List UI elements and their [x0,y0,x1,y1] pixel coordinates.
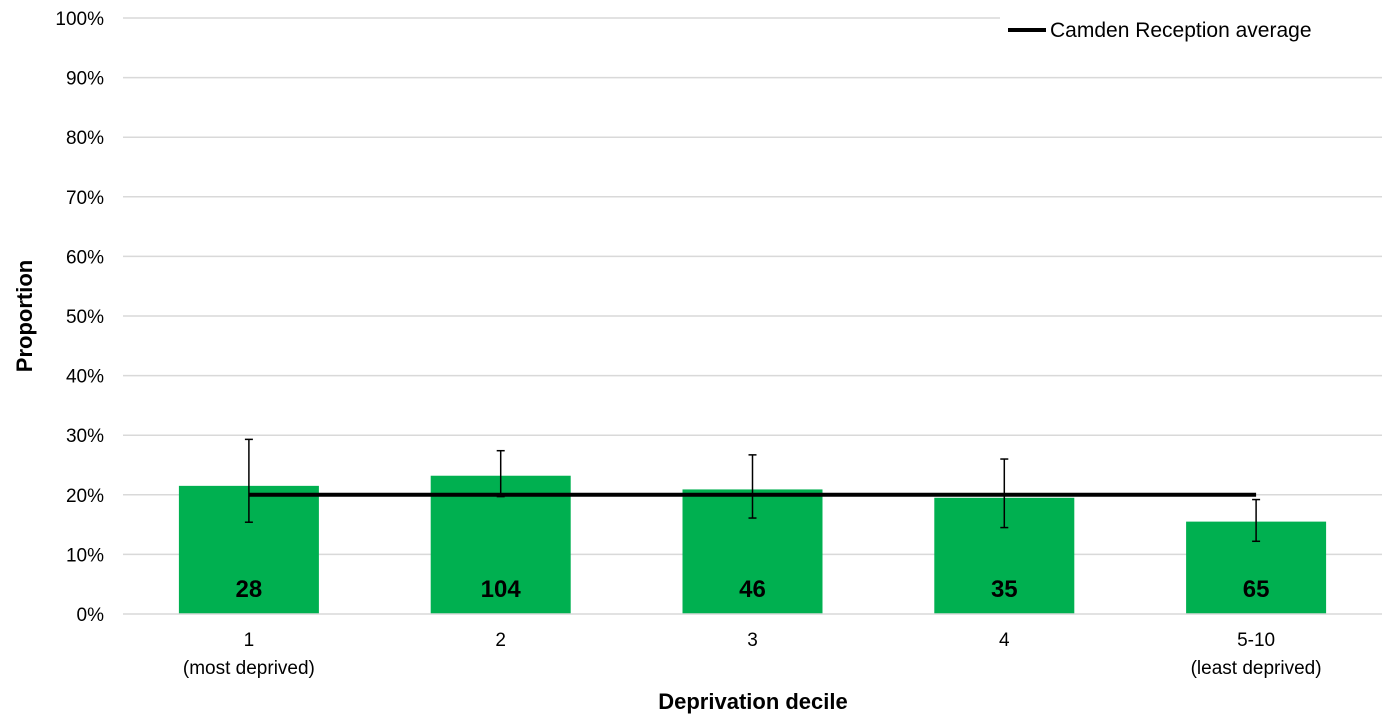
legend: Camden Reception average [1000,6,1382,52]
y-tick-label: 50% [66,307,104,328]
x-tick-label: 2 [495,630,506,651]
y-tick-label: 0% [77,605,105,626]
x-tick-label: 3 [747,630,758,651]
x-axis-title: Deprivation decile [658,689,848,714]
bar-count-label: 104 [481,576,522,603]
y-tick-label: 60% [66,247,104,268]
y-tick-label: 10% [66,545,104,566]
y-tick-label: 40% [66,367,104,388]
error-bars [244,438,1261,543]
y-tick-label: 20% [66,486,104,507]
bar-count-label: 46 [739,576,766,603]
x-tick-label: 5-10 [1237,630,1275,651]
bar-count-label: 35 [991,576,1018,603]
bar-count-label: 28 [236,576,263,603]
x-axis-ticks: 1 (most deprived) 2 3 4 5-10 (least deprived) [183,630,1322,679]
x-tick-label: 1 [244,630,255,651]
legend-background [1000,6,1382,52]
y-axis-ticks: 0% 10% 20% 30% 40% 50% 60% 70% 80% 90% 100% [55,9,104,626]
bar-labels: 28 104 46 35 65 [236,576,1270,603]
bar-count-label: 65 [1243,576,1270,603]
x-tick-sublabel: (most deprived) [183,658,315,679]
y-axis-title: Proportion [12,260,37,372]
y-tick-label: 70% [66,188,104,209]
y-tick-label: 80% [66,128,104,149]
y-tick-label: 90% [66,69,104,90]
y-tick-label: 100% [55,9,104,30]
x-tick-sublabel: (least deprived) [1191,658,1322,679]
y-tick-label: 30% [66,426,104,447]
x-tick-label: 4 [999,630,1010,651]
bar [430,475,571,614]
legend-label: Camden Reception average [1050,19,1312,42]
